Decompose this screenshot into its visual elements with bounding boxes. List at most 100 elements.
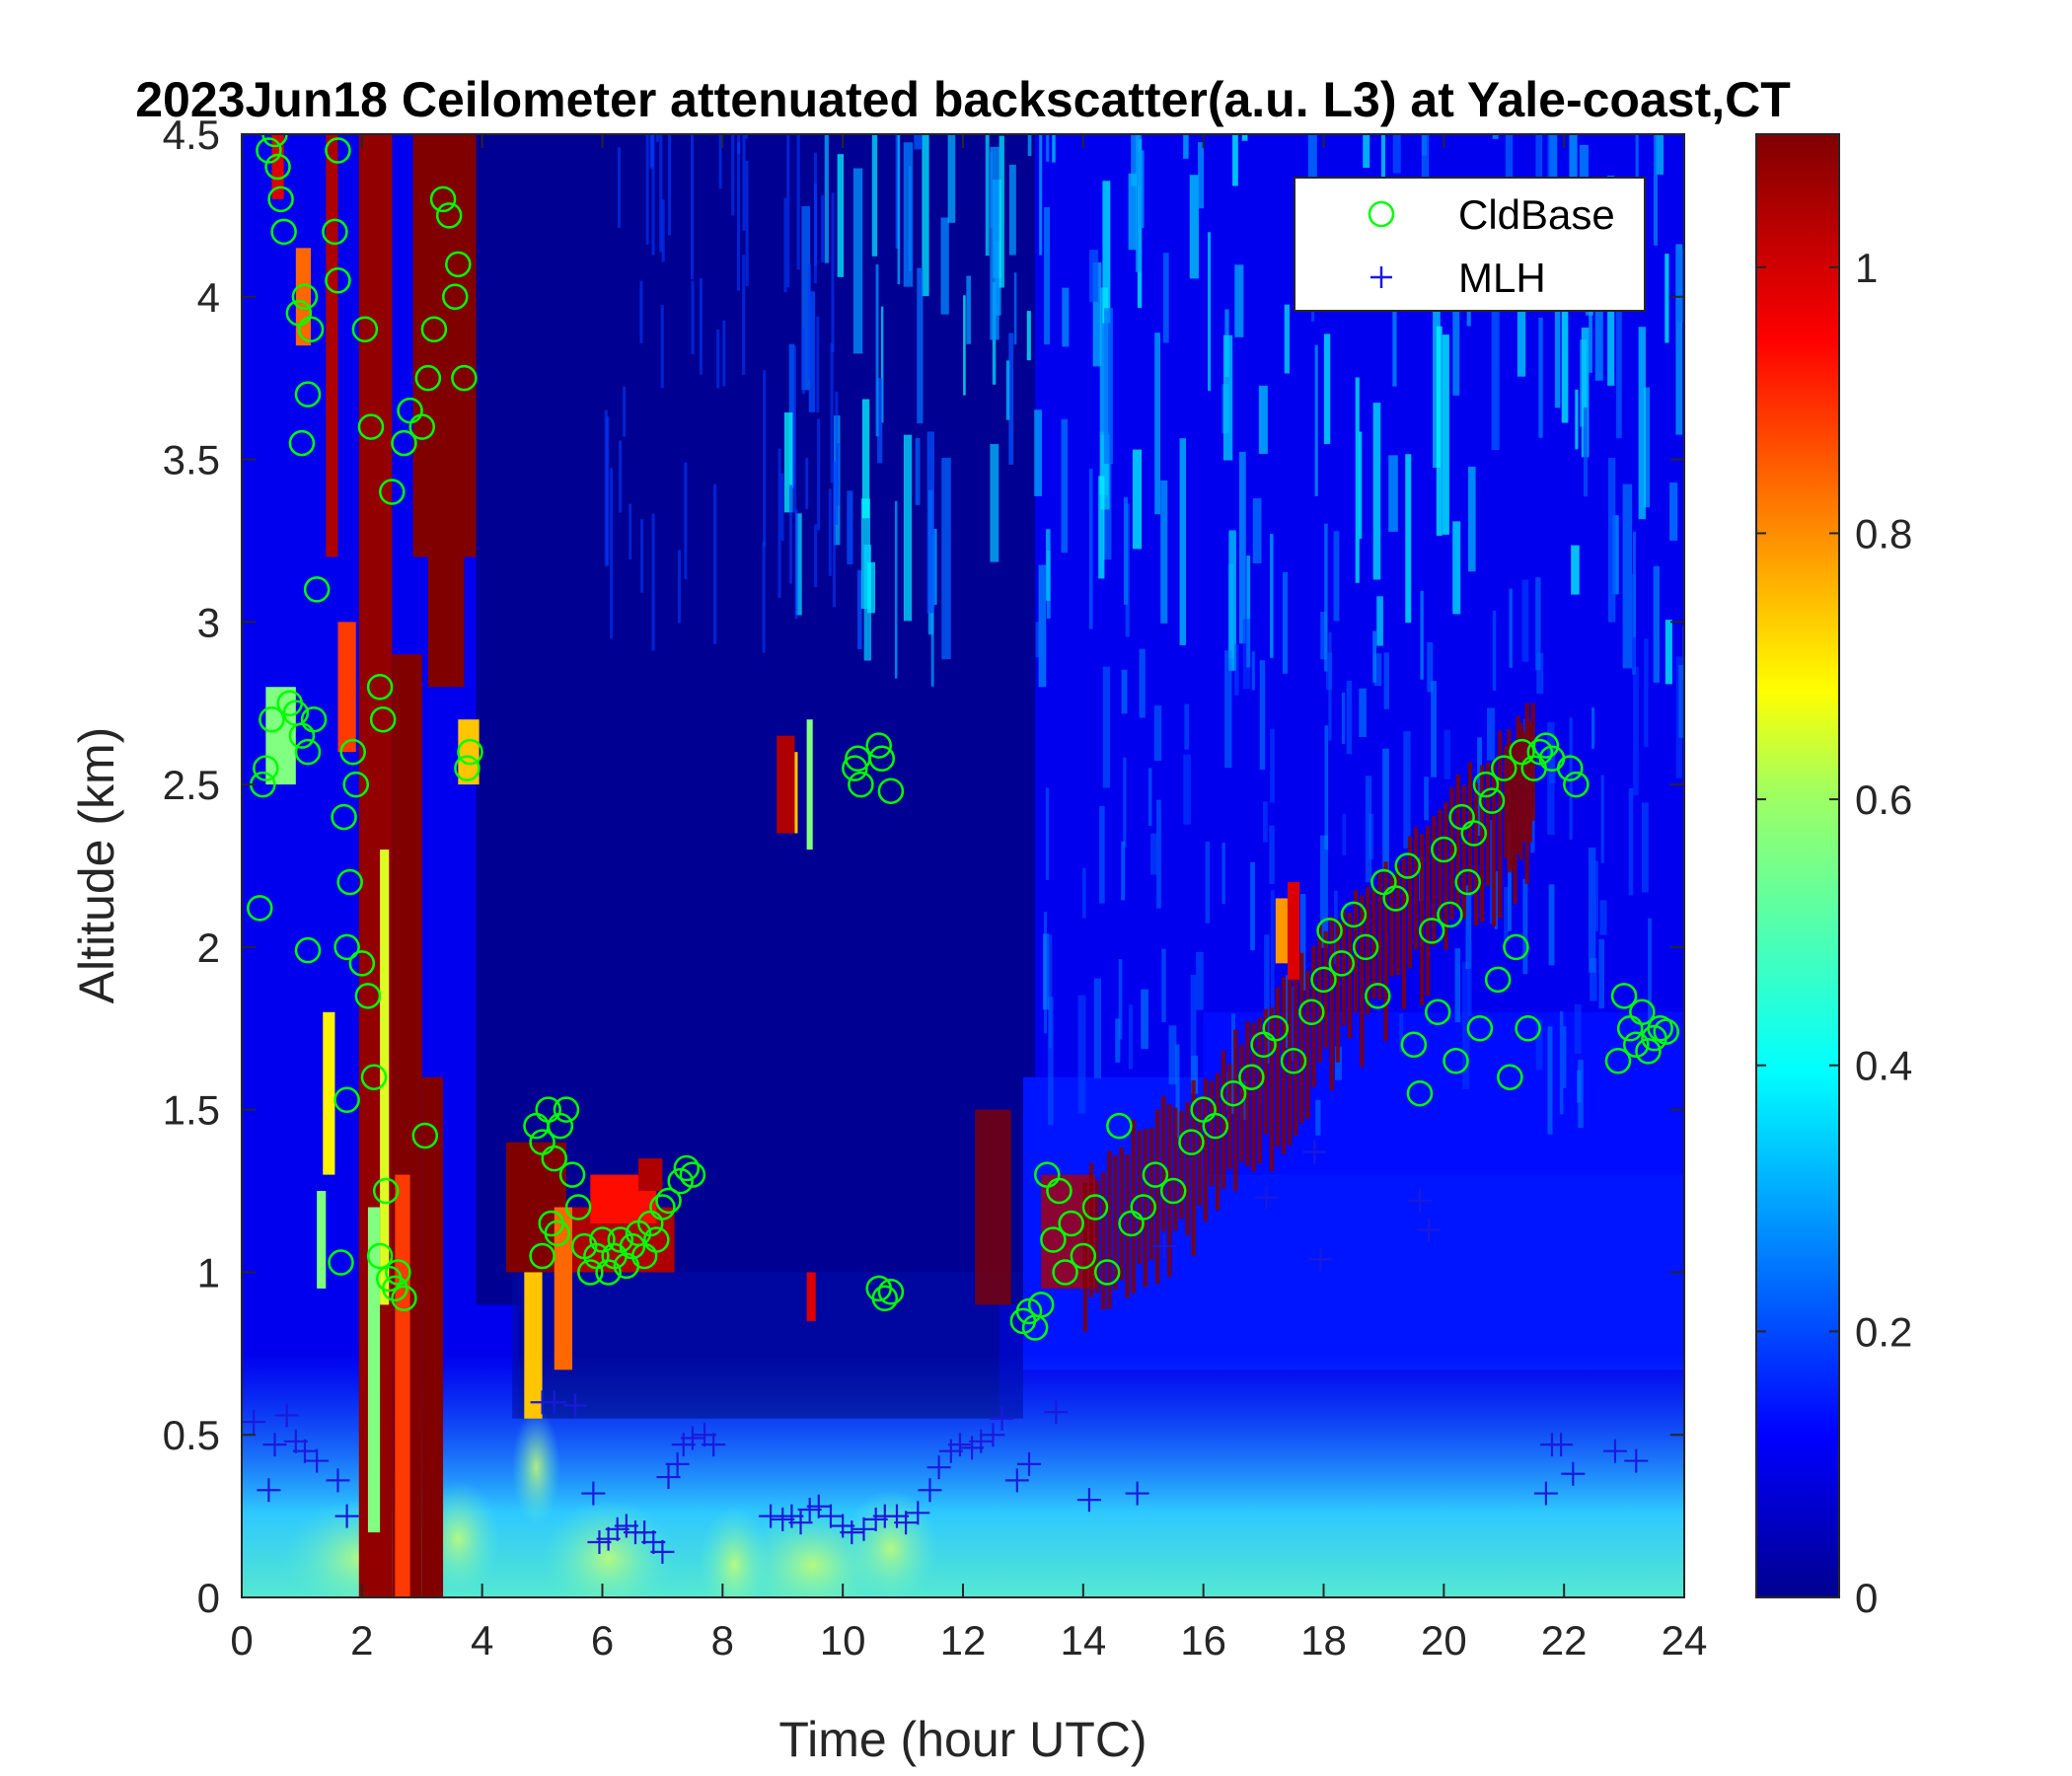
cldbase-point (328, 1249, 354, 1276)
cldbase-point (1081, 1194, 1109, 1221)
cldbase-point (354, 983, 382, 1009)
aloft-streak (684, 462, 688, 580)
cldbase-point (529, 1242, 555, 1270)
aloft-streak (1082, 867, 1086, 919)
aloft-streak (852, 168, 863, 354)
cldbase-point (1653, 1018, 1679, 1045)
cloud-layer (1498, 730, 1503, 919)
cldbase-point (1406, 1079, 1434, 1107)
cldbase-point (679, 1161, 706, 1188)
aloft-streak (1221, 843, 1225, 905)
mlh-point (1254, 1185, 1279, 1210)
aloft-streak (801, 206, 811, 391)
aloft-streak (1242, 619, 1251, 690)
aloft-streak (1380, 134, 1385, 180)
cloud-edge (317, 1191, 327, 1289)
cldbase-point (442, 283, 469, 311)
cldbase-point (325, 137, 351, 164)
aloft-streak (1128, 1004, 1134, 1070)
aloft-streak (1061, 418, 1069, 554)
aloft-streak (1232, 134, 1238, 186)
cloud-layer (794, 752, 798, 834)
aloft-streak (1468, 466, 1476, 572)
aloft-streak (824, 134, 829, 263)
cloud-layer (1269, 1006, 1274, 1171)
cloud-layer (1473, 782, 1479, 925)
aloft-streak (1522, 878, 1528, 975)
cldbase-point (325, 267, 351, 294)
aloft-streak (1665, 254, 1669, 343)
aloft-streak (814, 524, 818, 588)
aloft-streak (1420, 590, 1424, 680)
cldbase-point (1238, 1064, 1265, 1090)
aloft-streak (1644, 638, 1649, 748)
aloft-streak (1644, 387, 1651, 508)
aloft-streak (1121, 841, 1126, 901)
aloft-streak (1547, 1026, 1553, 1135)
aloft-streak (1049, 934, 1053, 1049)
aloft-streak (1548, 884, 1555, 966)
aloft-streak (1093, 978, 1101, 1078)
cloud-layer (1131, 1119, 1136, 1294)
aloft-streak (1153, 705, 1162, 762)
aloft-streak (1591, 707, 1595, 749)
field-surface-glow (698, 1506, 772, 1597)
cldbase-point (294, 738, 322, 766)
cldbase-point (1629, 999, 1656, 1026)
aloft-streak (1168, 1025, 1177, 1084)
aloft-streak (985, 134, 990, 257)
cloud-column (395, 1174, 410, 1597)
aloft-streak (645, 134, 649, 245)
aloft-streak (1675, 249, 1683, 324)
aloft-streak (745, 160, 749, 286)
field-surface-glow (542, 1500, 675, 1597)
mlh-point (650, 1539, 675, 1564)
y-tick-label: 2.5 (163, 762, 220, 808)
cldbase-point (1142, 1161, 1169, 1188)
aloft-streak (1590, 957, 1597, 1001)
aloft-streak (1285, 975, 1290, 1049)
aloft-streak (1535, 1019, 1543, 1071)
cloud-column (367, 1207, 381, 1533)
aloft-streak (990, 444, 999, 562)
mlh-point (614, 1514, 638, 1538)
cloud-layer (806, 1272, 816, 1321)
cldbase-point (270, 218, 297, 246)
aloft-streak (1315, 1099, 1321, 1136)
cloud-layer (1167, 1104, 1172, 1277)
aloft-streak (1359, 688, 1367, 738)
colorbar-tick-label: 0.4 (1855, 1043, 1912, 1089)
mlh-point (305, 1448, 330, 1473)
x-tick-label: 14 (1060, 1617, 1106, 1664)
aloft-streak (786, 134, 790, 288)
field-surface-glow (843, 1490, 939, 1597)
cldbase-point (1058, 1210, 1084, 1237)
cldbase-point (1431, 836, 1457, 863)
aloft-streak (1197, 142, 1205, 209)
cldbase-point (1610, 983, 1638, 1009)
mlh-point (632, 1520, 657, 1545)
cloud-layer (1360, 895, 1365, 1068)
cldbase-point (871, 1285, 899, 1312)
aloft-streak (808, 263, 812, 381)
cldbase-point (294, 381, 322, 407)
cloud-layer (1516, 715, 1520, 853)
cloud-layer (1524, 703, 1529, 884)
cldbase-series (247, 134, 1679, 1341)
aloft-streak (1270, 890, 1275, 1015)
aloft-streak (1599, 900, 1607, 935)
cloud-layer (1251, 1022, 1256, 1172)
mlh-point (906, 1501, 930, 1525)
aloft-streak (1561, 240, 1569, 423)
aloft-streak (1035, 622, 1043, 658)
aloft-streak (1252, 497, 1262, 564)
cldbase-point (256, 137, 282, 164)
cldbase-point (291, 283, 319, 311)
cloud-layer (1492, 760, 1497, 927)
mlh-point (693, 1423, 717, 1447)
aloft-streak (1487, 707, 1495, 761)
mlh-point (587, 1529, 612, 1554)
cloud-layer (1294, 977, 1298, 1136)
cldbase-point (1604, 1047, 1632, 1074)
